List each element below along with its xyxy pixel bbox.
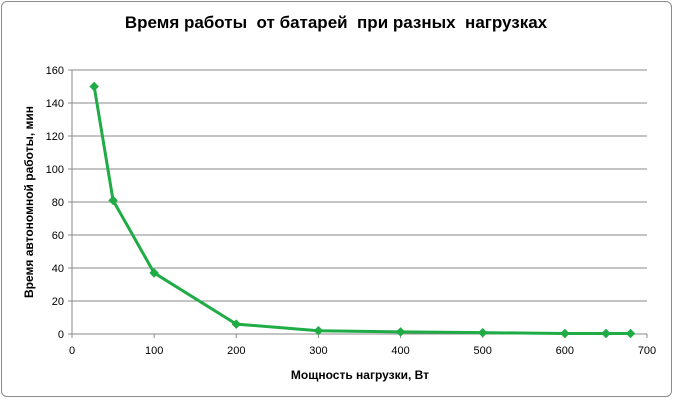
chart-title: Время работы от батарей при разных нагру… [125, 13, 548, 32]
y-tick-label: 40 [52, 263, 64, 275]
data-point [231, 319, 242, 329]
x-tick-label: 300 [309, 345, 327, 357]
data-point [625, 328, 636, 339]
series-line [92, 86, 631, 336]
x-tick-label: 400 [391, 345, 409, 357]
y-axis-title: Время автономной работы, мин [22, 106, 36, 298]
x-tick-label: 600 [556, 345, 574, 357]
x-tick-label: 0 [69, 345, 75, 357]
data-point [601, 328, 611, 339]
y-tick-label: 140 [46, 98, 64, 110]
y-tick-label: 160 [46, 65, 64, 77]
data-point [313, 325, 324, 336]
series-group [89, 81, 636, 339]
data-point [395, 327, 406, 337]
y-tick-label: 120 [46, 131, 64, 143]
x-tick-labels: 0 100 200 300 400 500 600 700 [69, 345, 656, 357]
y-tick-label: 80 [52, 197, 64, 209]
gridlines [72, 69, 647, 302]
data-point [108, 195, 118, 206]
y-tick-label: 60 [52, 230, 64, 242]
y-tick-label: 100 [46, 164, 64, 176]
x-tick-label: 100 [145, 345, 163, 357]
y-tick-label: 0 [58, 329, 64, 341]
x-tick-label: 200 [227, 345, 245, 357]
x-axis-title: Мощность нагрузки, Вт [291, 368, 429, 382]
y-tick-label: 20 [52, 296, 64, 308]
data-point [477, 327, 488, 338]
data-point [89, 81, 100, 92]
data-point [149, 268, 159, 278]
axes [68, 69, 648, 338]
x-tick-label: 700 [638, 345, 656, 357]
x-tick-label: 500 [474, 345, 492, 357]
y-tick-labels: 0 20 40 60 80 100 120 140 160 [46, 65, 64, 341]
data-point [560, 328, 570, 339]
